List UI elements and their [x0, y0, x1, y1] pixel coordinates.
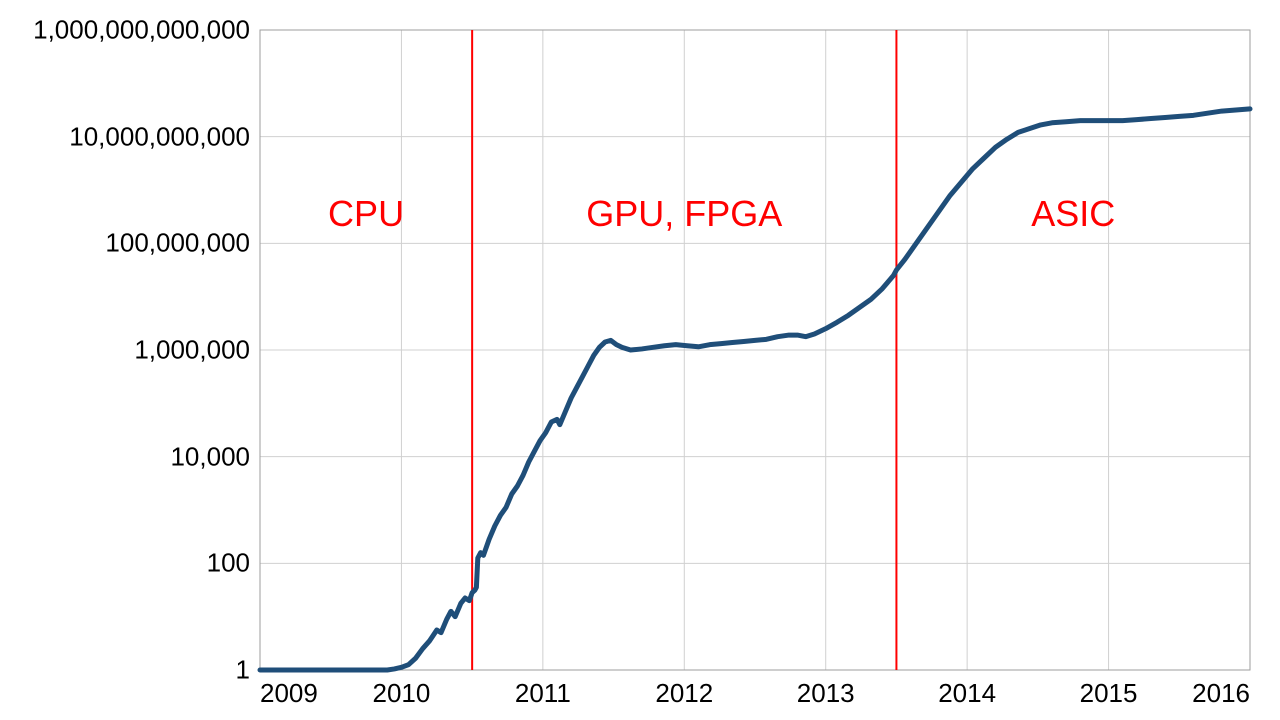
y-tick-label: 100: [207, 548, 250, 579]
region-label: GPU, FPGA: [586, 193, 782, 235]
y-tick-label: 10,000,000,000: [69, 121, 250, 152]
y-tick-label: 1,000,000,000,000: [33, 15, 250, 46]
x-tick-label: 2016: [1192, 678, 1250, 709]
x-tick-label: 2013: [797, 678, 855, 709]
region-label: CPU: [328, 193, 404, 235]
region-label: ASIC: [1031, 193, 1115, 235]
y-tick-label: 1: [236, 655, 250, 686]
y-tick-label: 100,000,000: [105, 228, 250, 259]
x-tick-label: 2012: [655, 678, 713, 709]
x-tick-label: 2010: [373, 678, 431, 709]
x-tick-label: 2011: [515, 678, 571, 709]
chart-container: 2009 2010 2011 2012 2013 2014 2015 2016 1 100 10,0…: [0, 0, 1280, 720]
x-tick-label: 2009: [260, 678, 318, 709]
x-tick-label: 2015: [1080, 678, 1138, 709]
y-tick-label: 10,000: [170, 441, 250, 472]
x-tick-label: 2014: [938, 678, 996, 709]
y-tick-label: 1,000,000: [134, 335, 250, 366]
